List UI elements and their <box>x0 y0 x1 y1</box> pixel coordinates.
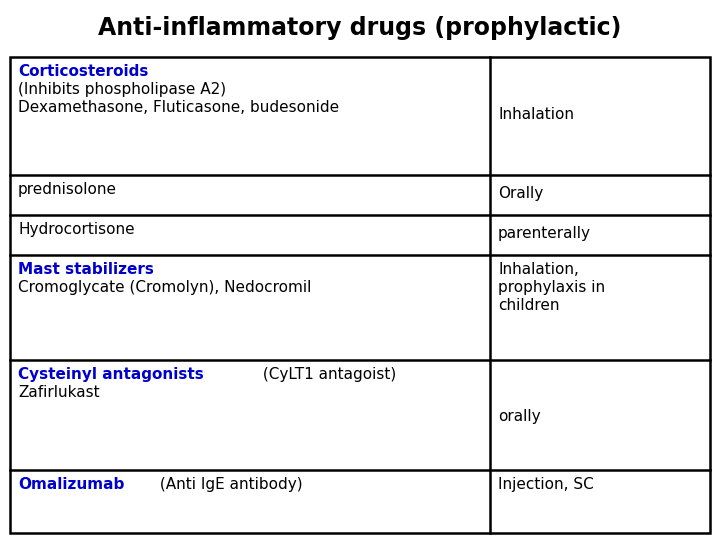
Text: Cysteinyl antagonists: Cysteinyl antagonists <box>18 367 204 382</box>
Text: Hydrocortisone: Hydrocortisone <box>18 222 135 237</box>
Text: Injection, SC: Injection, SC <box>498 477 594 492</box>
Text: Omalizumab: Omalizumab <box>18 477 125 492</box>
Text: (Inhibits phospholipase A2): (Inhibits phospholipase A2) <box>18 82 226 97</box>
Text: Zafirlukast: Zafirlukast <box>18 385 99 400</box>
Bar <box>10 57 710 533</box>
Text: children: children <box>498 298 559 313</box>
Text: Mast stabilizers: Mast stabilizers <box>18 262 154 277</box>
Text: Dexamethasone, Fluticasone, budesonide: Dexamethasone, Fluticasone, budesonide <box>18 100 339 115</box>
Text: prophylaxis in: prophylaxis in <box>498 280 605 295</box>
Text: Inhalation,: Inhalation, <box>498 262 579 277</box>
Text: (Anti IgE antibody): (Anti IgE antibody) <box>156 477 303 492</box>
Text: Cromoglycate (Cromolyn), Nedocromil: Cromoglycate (Cromolyn), Nedocromil <box>18 280 311 295</box>
Text: prednisolone: prednisolone <box>18 182 117 197</box>
Text: (CyLT1 antagoist): (CyLT1 antagoist) <box>258 367 396 382</box>
Text: Anti-inflammatory drugs (prophylactic): Anti-inflammatory drugs (prophylactic) <box>99 16 621 40</box>
Text: parenterally: parenterally <box>498 226 591 241</box>
Text: Inhalation: Inhalation <box>498 107 574 122</box>
Text: orally: orally <box>498 409 541 424</box>
Text: Orally: Orally <box>498 186 544 201</box>
Text: Corticosteroids: Corticosteroids <box>18 64 148 79</box>
